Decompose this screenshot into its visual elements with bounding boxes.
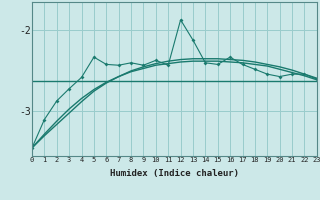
- X-axis label: Humidex (Indice chaleur): Humidex (Indice chaleur): [110, 169, 239, 178]
